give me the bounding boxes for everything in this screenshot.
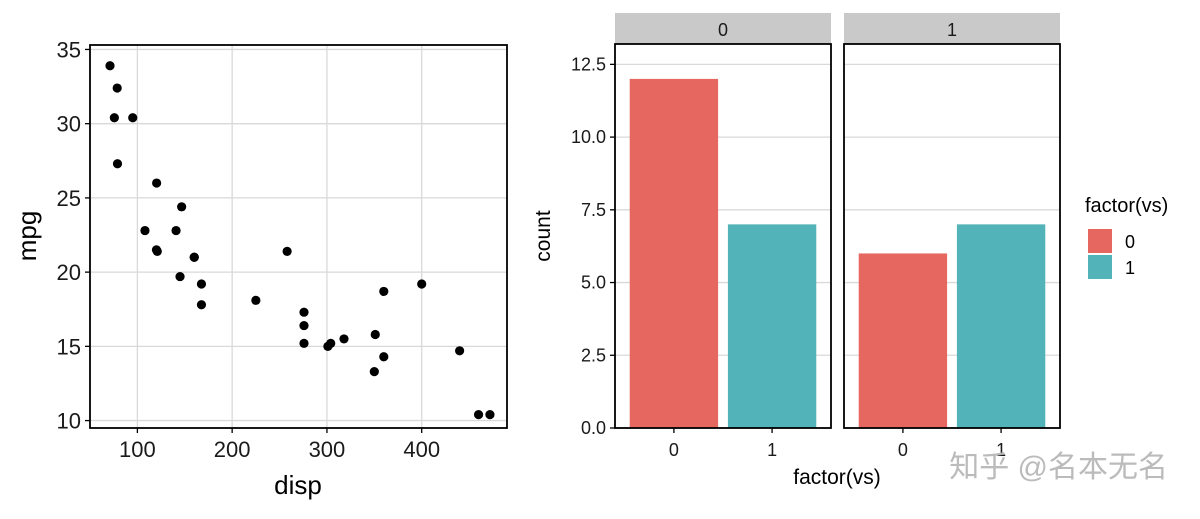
scatter-point — [455, 346, 465, 356]
scatter-point — [339, 334, 349, 344]
bar-facet1-vs0 — [858, 253, 948, 428]
bar-facet1-vs1 — [956, 224, 1046, 428]
facet-0-panel-border — [614, 43, 832, 429]
scatter-point — [299, 338, 309, 348]
scatter-y-tick-label: 15 — [57, 334, 81, 359]
scatter-x-tick-label: 100 — [119, 437, 156, 462]
facet-1-bars — [858, 224, 1046, 428]
scatter-x-ticks: 100 200 300 400 — [119, 428, 440, 462]
scatter-point — [370, 329, 380, 340]
scatter-point — [379, 286, 389, 297]
legend-swatch-1 — [1088, 255, 1112, 279]
scatter-points — [105, 61, 495, 420]
legend-swatch-0 — [1088, 229, 1112, 253]
bar-y-tick-label: 10.0 — [571, 127, 606, 147]
scatter-y-tick-label: 20 — [57, 260, 81, 285]
facet-strip-label-0: 0 — [718, 20, 728, 40]
scatter-point — [379, 352, 389, 362]
bar-x-axis-title: factor(vs) — [793, 466, 881, 489]
bar-y-ticks: 0.0 2.5 5.0 7.5 10.0 12.5 — [571, 54, 615, 438]
scatter-point — [189, 252, 199, 262]
scatter-point — [175, 271, 185, 282]
scatter-point — [152, 178, 162, 188]
scatter-point — [128, 113, 138, 123]
scatter-point — [485, 410, 495, 420]
bar-y-tick-label: 12.5 — [571, 54, 606, 74]
scatter-point — [177, 202, 187, 212]
scatter-point — [299, 307, 309, 317]
scatter-y-tick-label: 25 — [57, 186, 81, 211]
scatter-point — [369, 366, 379, 377]
legend-label-0: 0 — [1125, 232, 1135, 252]
scatter-point — [282, 246, 292, 256]
facet-0-bars — [629, 78, 817, 428]
legend-label-1: 1 — [1125, 258, 1135, 278]
legend: factor(vs) 0 1 — [1085, 195, 1168, 279]
scatter-point — [251, 295, 261, 305]
scatter-point — [326, 338, 336, 348]
facet-strip-0 — [615, 13, 831, 44]
facet-strip-label-1: 1 — [947, 20, 957, 40]
scatter-point — [140, 225, 150, 236]
scatter-point — [112, 83, 122, 93]
watermark-text: 知乎 @名本无名 — [949, 451, 1168, 484]
scatter-point — [109, 113, 119, 123]
bar-x-tick-label: 0 — [898, 440, 908, 460]
scatter-chart: 10 15 20 25 30 35 100 200 300 400 disp mpg — [12, 37, 508, 500]
bar-y-tick-label: 7.5 — [581, 200, 606, 220]
scatter-y-tick-label: 10 — [57, 409, 81, 434]
bar-y-axis-title: count — [532, 210, 555, 262]
scatter-point — [299, 320, 309, 331]
legend-title: factor(vs) — [1085, 195, 1168, 217]
bar-x-tick-label: 1 — [767, 440, 777, 460]
scatter-x-axis-title: disp — [274, 470, 322, 500]
facet-strip-1 — [844, 13, 1060, 44]
scatter-point — [152, 246, 162, 256]
scatter-point — [171, 225, 181, 236]
scatter-x-tick-label: 400 — [403, 437, 440, 462]
bar-facet0-vs1 — [727, 224, 817, 428]
scatter-y-axis-title: mpg — [12, 211, 42, 262]
bar-facet0-vs0 — [629, 78, 719, 428]
scatter-point — [105, 61, 115, 71]
bar-x-tick-label: 1 — [996, 440, 1006, 460]
bar-y-tick-label: 5.0 — [581, 273, 606, 293]
scatter-y-tick-label: 35 — [57, 37, 81, 62]
scatter-y-tick-label: 30 — [57, 112, 81, 137]
scatter-point — [473, 410, 484, 420]
scatter-point — [417, 279, 427, 289]
scatter-point — [196, 300, 207, 310]
bar-x-tick-label: 0 — [669, 440, 679, 460]
scatter-x-tick-label: 200 — [214, 437, 251, 462]
scatter-point — [112, 159, 123, 169]
scatter-x-tick-label: 300 — [309, 437, 346, 462]
scatter-panel-border — [89, 44, 508, 429]
bar-y-tick-label: 0.0 — [581, 418, 606, 438]
facet-1-panel-border — [843, 43, 1061, 429]
bar-y-tick-label: 2.5 — [581, 345, 606, 365]
scatter-gridlines — [90, 45, 507, 428]
scatter-point — [196, 279, 207, 289]
scatter-y-ticks: 10 15 20 25 30 35 — [57, 37, 90, 434]
